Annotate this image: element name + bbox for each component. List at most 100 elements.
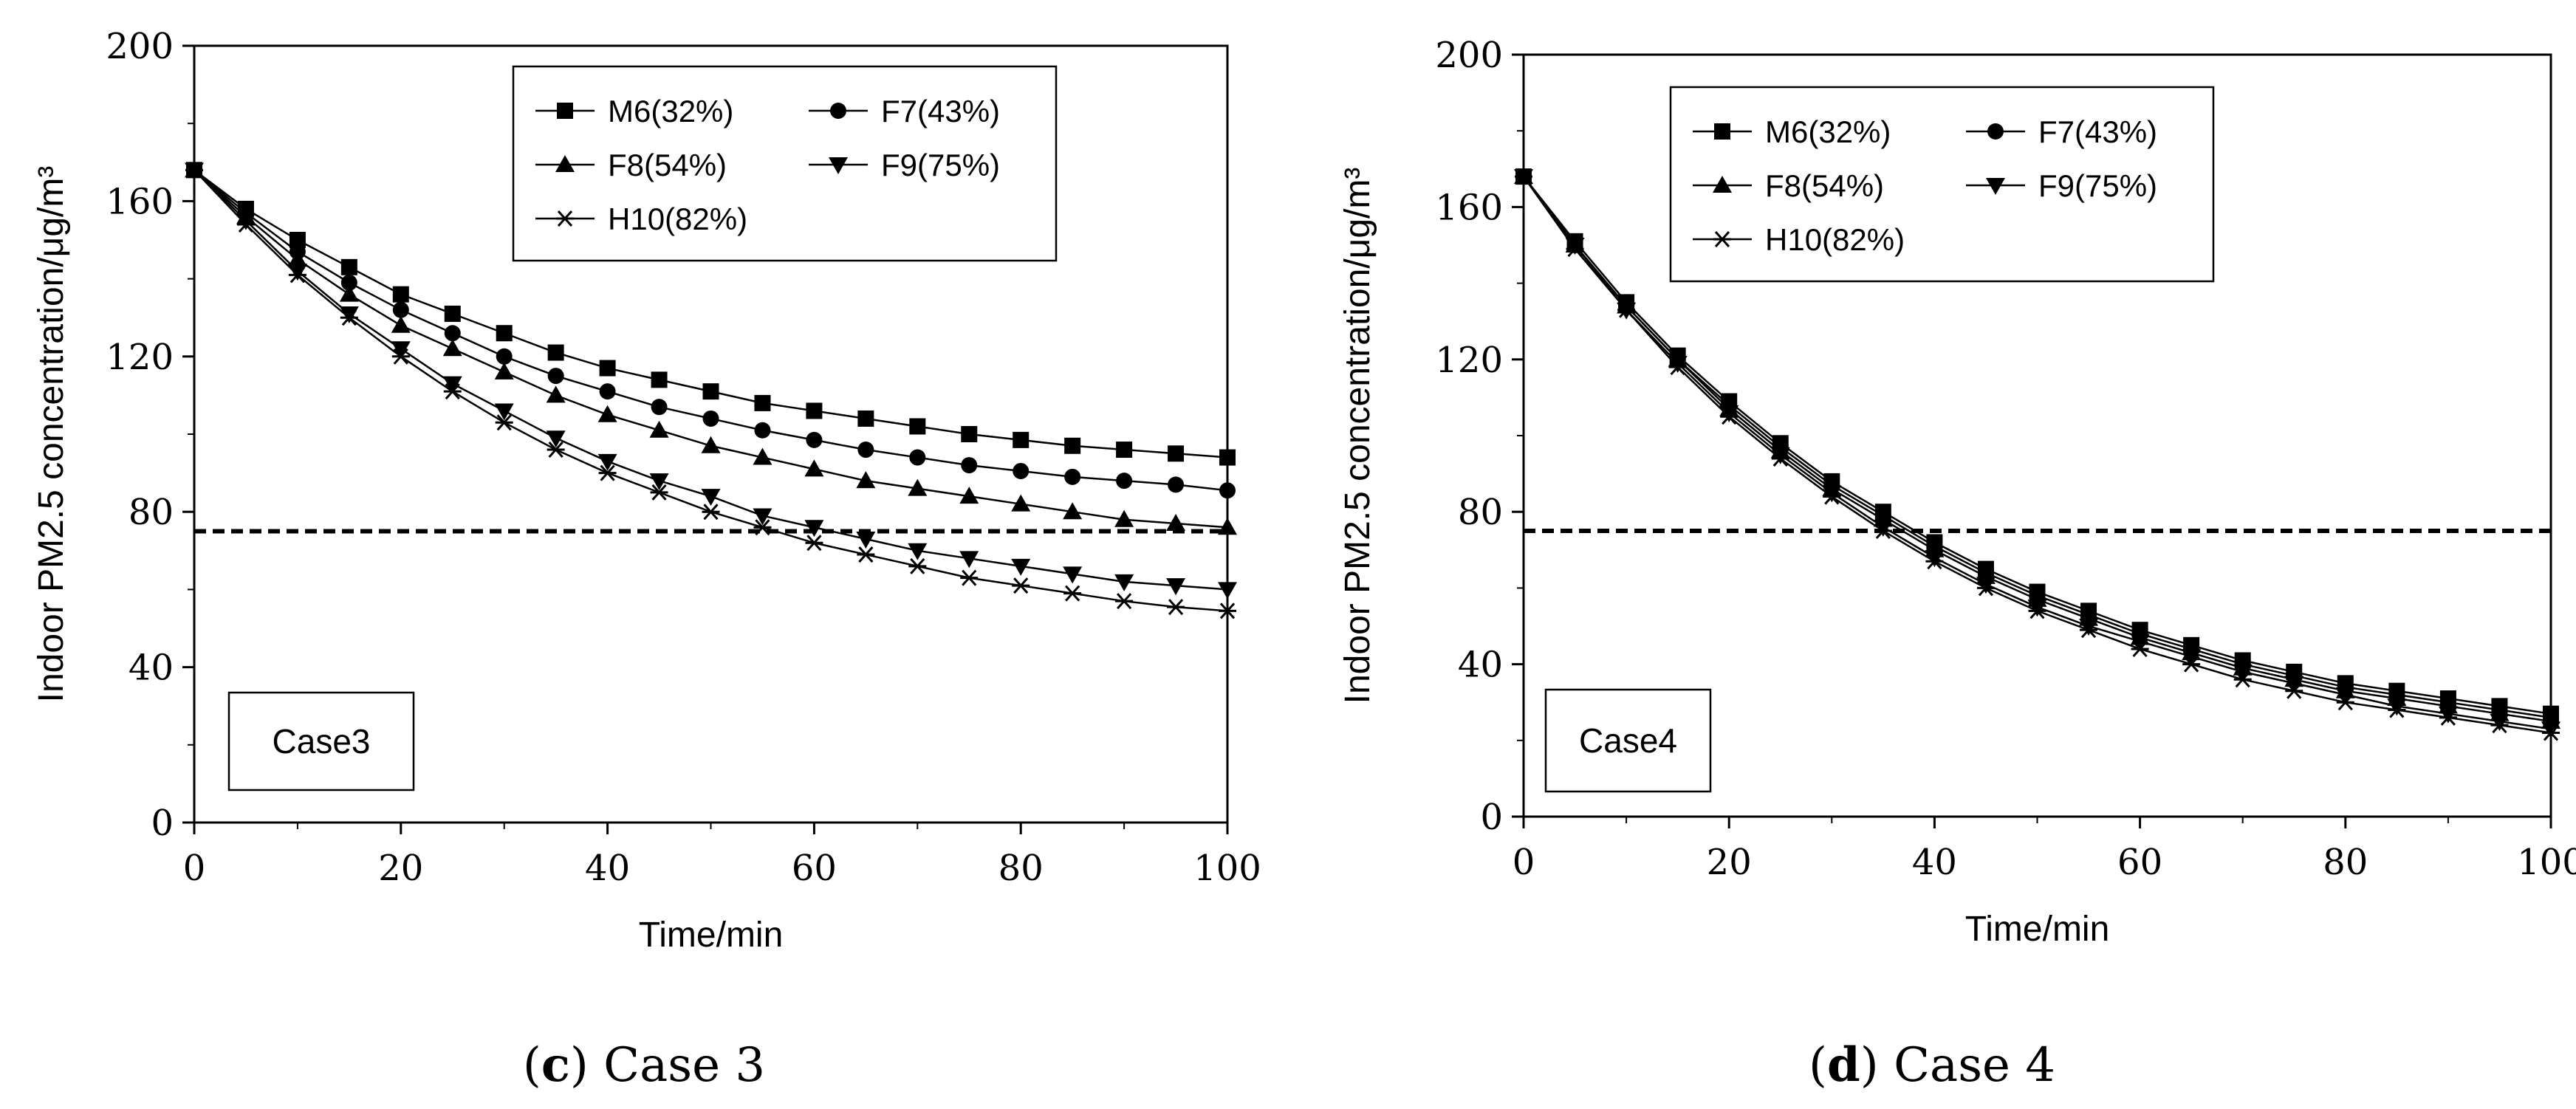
legend-item: F7(43%)	[1966, 114, 2157, 149]
data-point	[496, 325, 513, 342]
chart-case4: 0 20 40 60 80 100 0 40 80 120 160 200 Time/min Indoor…	[1338, 35, 2576, 949]
data-point	[804, 459, 824, 477]
data-point	[1720, 408, 1739, 425]
data-point	[1114, 509, 1134, 527]
series-H10(82%)	[1515, 168, 2560, 741]
data-point	[547, 368, 564, 385]
data-point	[909, 449, 926, 466]
data-point	[1668, 359, 1687, 376]
data-point	[804, 520, 824, 538]
case-box	[1544, 688, 1712, 793]
data-point	[392, 301, 409, 318]
x-tick-label: 60	[2117, 842, 2162, 883]
data-point	[753, 519, 772, 536]
data-point	[1219, 449, 1236, 466]
data-point	[650, 484, 668, 501]
x-axis-label: Time/min	[639, 916, 784, 955]
legend-label: F7(43%)	[2038, 114, 2157, 149]
data-point	[753, 508, 773, 526]
data-point	[856, 532, 876, 549]
y-axis-label: Indoor PM2.5 concentration/μg/m³	[32, 166, 71, 703]
data-point	[442, 339, 462, 357]
legend-marker	[557, 103, 573, 119]
data-point	[1064, 437, 1081, 454]
data-point	[960, 569, 979, 586]
legend-box	[1669, 86, 2215, 283]
data-point	[702, 504, 720, 521]
caption-case3: (c) Case 3	[522, 1037, 766, 1093]
data-point	[339, 284, 359, 302]
data-point	[961, 457, 978, 474]
data-point	[1011, 494, 1031, 512]
data-point	[1013, 462, 1030, 479]
y-tick-label: 0	[1480, 797, 1503, 838]
data-point	[649, 473, 669, 491]
legend-item: F8(54%)	[535, 148, 727, 182]
data-point	[959, 487, 979, 504]
data-point	[2131, 640, 2149, 657]
data-point	[496, 348, 513, 365]
data-point	[1823, 488, 1841, 505]
data-point	[494, 403, 514, 421]
y-tick-label: 120	[106, 337, 174, 378]
legend-label: F9(75%)	[881, 148, 1000, 182]
legend-item: M6(32%)	[1693, 114, 1891, 149]
legend-marker	[1713, 176, 1732, 193]
data-point	[1167, 599, 1185, 616]
data-point	[1218, 518, 1237, 535]
data-point	[598, 464, 617, 481]
data-point	[1219, 482, 1236, 499]
data-point	[1166, 578, 1186, 596]
x-tick-label: 100	[2517, 842, 2576, 883]
data-point	[2490, 717, 2509, 734]
data-point	[1012, 577, 1030, 594]
series-F7(43%)	[186, 162, 1236, 499]
data-point	[1063, 566, 1083, 584]
data-point	[2541, 721, 2560, 739]
data-point	[599, 383, 616, 400]
legend: M6(32%) F7(43%) F8(54%) F9(75%) H10(82%)	[512, 65, 1058, 262]
legend-marker	[1986, 178, 2005, 195]
data-point	[701, 436, 721, 453]
data-point	[547, 442, 565, 459]
x-tick-label: 40	[585, 848, 630, 889]
data-point	[2080, 622, 2098, 639]
y-tick-label: 40	[1458, 645, 1503, 686]
data-point	[1566, 241, 1584, 258]
data-point	[287, 264, 307, 281]
data-point	[599, 360, 616, 377]
y-tick-label: 40	[129, 648, 174, 689]
data-point	[909, 418, 926, 435]
series-H10(82%)	[185, 162, 1236, 619]
data-point	[651, 371, 668, 388]
y-tick-label: 200	[1435, 35, 1503, 76]
data-point	[287, 250, 307, 267]
case-label: Case3	[273, 722, 371, 760]
data-point	[651, 399, 668, 416]
data-point	[339, 306, 359, 323]
data-point	[2335, 687, 2355, 704]
caption-case4: (d) Case 4	[1809, 1037, 2055, 1093]
data-point	[1976, 580, 1995, 597]
caption-text: Case 4	[1894, 1038, 2055, 1093]
legend-item: F9(75%)	[1966, 168, 2157, 203]
data-point	[495, 414, 513, 431]
caption-text: Case 3	[603, 1038, 766, 1093]
data-point	[961, 426, 978, 442]
y-tick-label: 80	[1458, 492, 1503, 533]
y-tick-label: 160	[106, 181, 174, 222]
data-point	[1116, 442, 1133, 459]
data-point	[2285, 682, 2303, 699]
data-point	[959, 551, 979, 569]
data-point	[908, 557, 927, 574]
data-point	[391, 348, 410, 365]
data-point	[442, 376, 462, 394]
data-point	[857, 410, 874, 427]
legend-label: M6(32%)	[1765, 114, 1891, 149]
legend-label: F7(43%)	[881, 94, 1000, 128]
data-point	[754, 422, 771, 439]
data-point	[546, 385, 566, 403]
data-point	[1063, 585, 1082, 602]
data-point	[649, 420, 669, 438]
data-point	[2182, 656, 2201, 673]
